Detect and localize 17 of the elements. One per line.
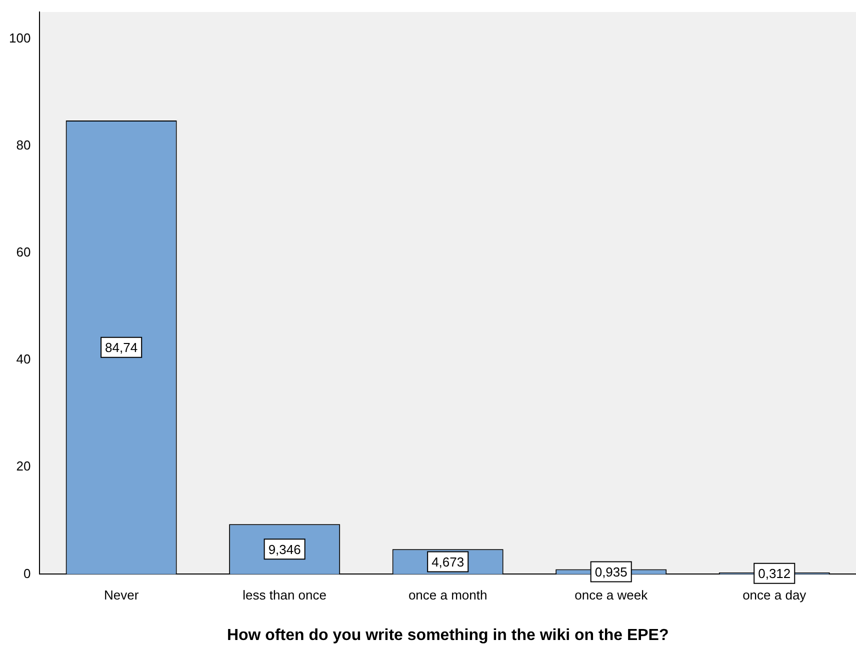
y-tick-label: 60 xyxy=(16,244,31,260)
data-label: 84,74 xyxy=(105,340,138,355)
x-tick-label: once a day xyxy=(742,588,807,603)
data-label: 9,346 xyxy=(268,542,301,557)
x-tick-label: once a month xyxy=(408,588,488,603)
x-axis-title: How often do you write something in the wiki on the EPE? xyxy=(226,626,669,644)
data-label: 0,312 xyxy=(758,566,791,581)
y-tick-label: 20 xyxy=(16,458,31,474)
data-label: 0,935 xyxy=(594,564,628,580)
x-tick-label: once a week xyxy=(574,588,648,603)
x-tick-label: Never xyxy=(104,588,140,603)
y-tick-label: 0 xyxy=(23,566,31,581)
y-tick-label: 100 xyxy=(8,30,31,46)
y-tick-label: 40 xyxy=(16,352,31,367)
x-tick-label: less than once xyxy=(242,588,327,603)
y-tick-label: 80 xyxy=(16,137,31,152)
data-label: 4,673 xyxy=(432,554,464,570)
